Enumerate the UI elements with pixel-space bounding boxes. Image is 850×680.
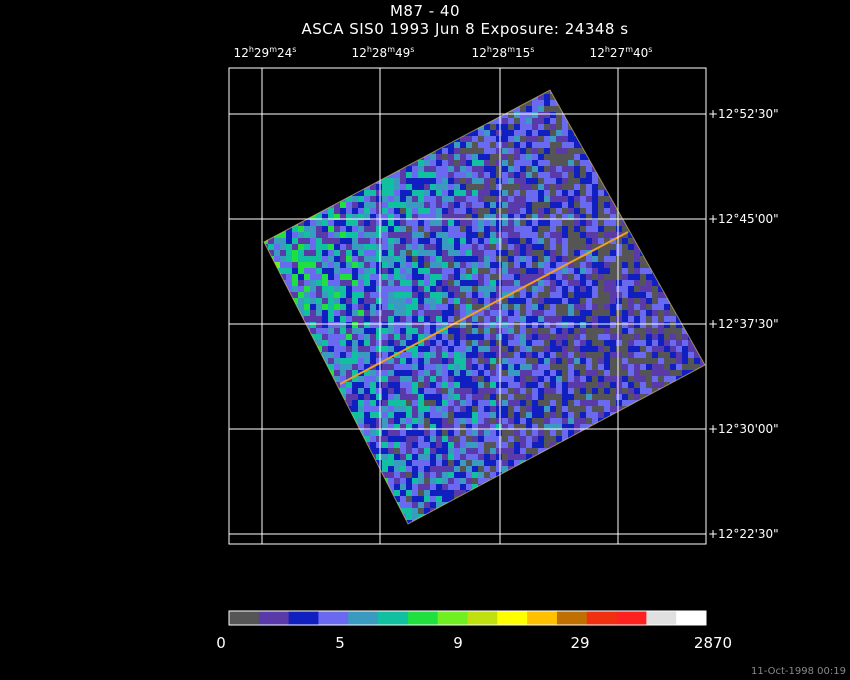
colorbar-segment	[258, 611, 290, 625]
colorbar-label: 2870	[693, 634, 733, 652]
colorbar-label: 0	[216, 634, 226, 652]
colorbar-segment	[318, 611, 349, 625]
dec-tick-label: +12°22'30"	[708, 527, 779, 541]
colorbar-label: 5	[335, 634, 345, 652]
colorbar-segment	[378, 611, 409, 625]
colorbar-label: 9	[453, 634, 463, 652]
dec-tick-label: +12°30'00"	[708, 422, 779, 436]
colorbar-segment	[348, 611, 379, 625]
colorbar-segment	[646, 611, 677, 625]
ra-tick-label: 12h29m24s	[233, 45, 297, 60]
colorbar-segment	[437, 611, 468, 625]
colorbar-segment	[467, 611, 498, 625]
image-subtitle: ASCA SIS0 1993 Jun 8 Exposure: 24348 s	[301, 20, 629, 38]
coordinate-grid	[229, 68, 706, 544]
colorbar	[229, 611, 707, 625]
ra-tick-label: 12h27m40s	[589, 45, 653, 60]
colorbar-segment	[497, 611, 528, 625]
colorbar-segment	[556, 611, 588, 625]
dec-tick-label: +12°37'30"	[708, 317, 779, 331]
colorbar-segment	[229, 611, 260, 625]
colorbar-segment	[288, 611, 319, 625]
image-title: M87 - 40	[389, 2, 461, 20]
timestamp: 11-Oct-1998 00:19	[751, 666, 846, 677]
dec-tick-label: +12°45'00"	[708, 212, 779, 226]
colorbar-label: 29	[570, 634, 590, 652]
chip-gap-line	[339, 231, 629, 385]
colorbar-segment	[586, 611, 618, 625]
dec-tick-label: +12°52'30"	[708, 107, 779, 121]
colorbar-segment	[527, 611, 558, 625]
ra-tick-label: 12h28m49s	[351, 45, 415, 60]
ra-tick-label: 12h28m15s	[471, 45, 535, 60]
colorbar-segment	[407, 611, 439, 625]
colorbar-segment	[676, 611, 707, 625]
colorbar-segment	[616, 611, 647, 625]
detector-edge	[263, 89, 706, 525]
